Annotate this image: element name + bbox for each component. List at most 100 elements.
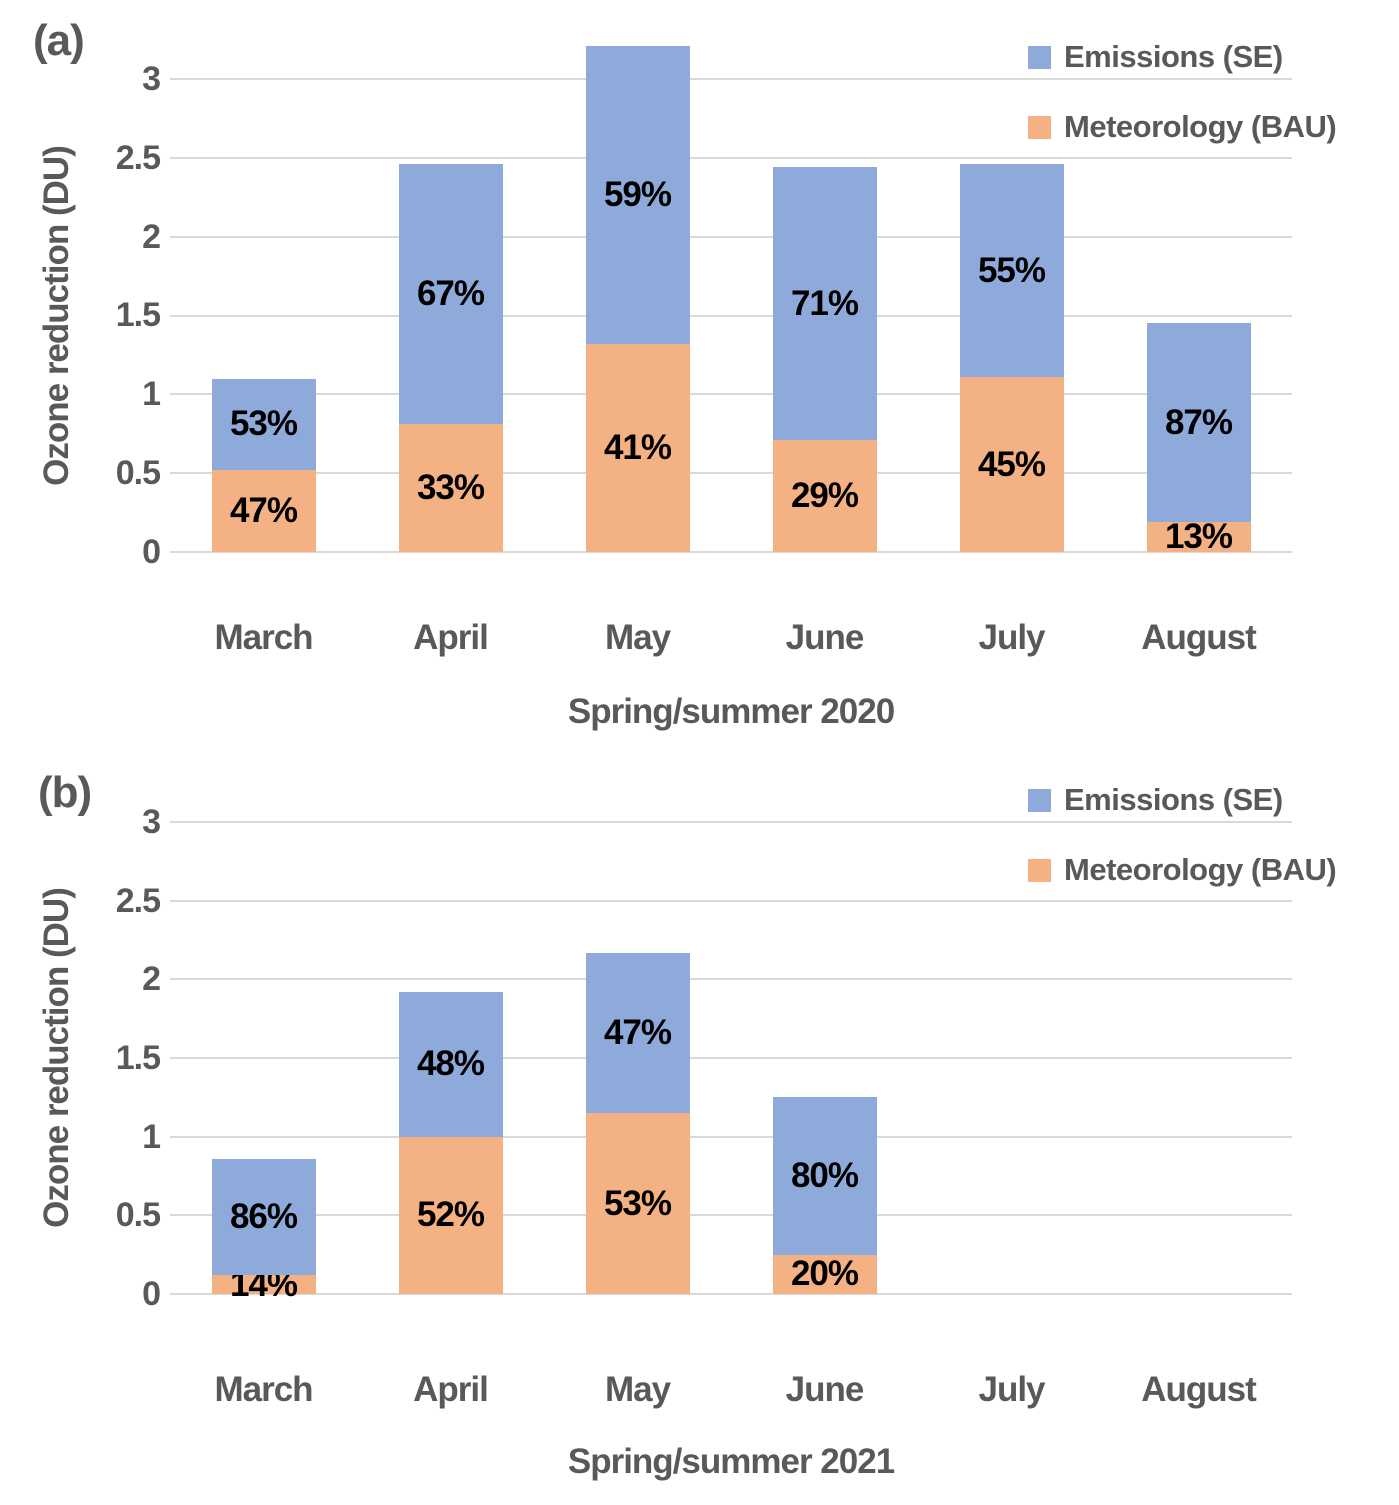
pct-may-meteorology: 41% xyxy=(603,427,672,467)
panel-a-chart: (a) Ozone reduction (DU) 47% 53% 33% 67% 41%… xyxy=(0,0,1399,752)
pct-april-emissions: 67% xyxy=(416,274,485,314)
legend-item-emissions: Emissions (SE) xyxy=(1028,778,1336,822)
legend-label-meteorology: Meteorology (BAU) xyxy=(1064,109,1337,144)
y-tick-3: 3 xyxy=(142,59,161,98)
bar-march-meteorology xyxy=(211,470,316,552)
panel-a-x-axis-title: Spring/summer 2020 xyxy=(567,692,895,731)
gridline-0 xyxy=(170,1293,1292,1295)
x-tick-april: April xyxy=(413,1370,489,1409)
pct-june-meteorology: 20% xyxy=(790,1254,859,1294)
y-tick-0.5: 0.5 xyxy=(115,1196,161,1235)
plot-area: 14% 86% 52% 48% 53% 47% 20% 80% xyxy=(170,752,1292,1303)
meteorology-swatch-icon xyxy=(1028,858,1051,882)
legend-item-meteorology: Meteorology (BAU) xyxy=(1028,105,1337,149)
pct-may-emissions: 59% xyxy=(603,174,672,214)
x-tick-may: May xyxy=(604,618,671,657)
gridline-1 xyxy=(170,1135,1292,1138)
bar-june-meteorology xyxy=(772,440,877,552)
pct-march-meteorology: 47% xyxy=(229,491,298,531)
x-tick-march: March xyxy=(214,618,313,657)
panel-a-legend: Emissions (SE) Meteorology (BAU) xyxy=(1028,35,1337,175)
gridline-3 xyxy=(170,78,1292,80)
gridline-1 xyxy=(170,393,1292,396)
bar-may-meteorology xyxy=(585,1113,690,1294)
pct-june-emissions: 71% xyxy=(790,283,859,323)
gridline-2 xyxy=(170,235,1292,238)
pct-august-emissions: 87% xyxy=(1164,402,1233,442)
pct-april-meteorology: 52% xyxy=(416,1195,485,1235)
gridline-0.5 xyxy=(170,472,1292,475)
pct-april-meteorology: 33% xyxy=(416,468,485,508)
panel-b-label: (b) xyxy=(38,768,92,817)
emissions-swatch-icon xyxy=(1028,788,1051,812)
gridline-3 xyxy=(170,821,1292,824)
bar-may-emissions xyxy=(585,45,690,344)
panel-a-label: (a) xyxy=(33,16,85,65)
pct-march-emissions: 53% xyxy=(229,404,298,444)
bar-april-meteorology xyxy=(398,1136,503,1294)
y-tick-0: 0 xyxy=(142,533,161,571)
pct-april-emissions: 48% xyxy=(416,1044,485,1084)
pct-june-meteorology: 29% xyxy=(790,476,859,516)
bar-july-meteorology xyxy=(959,377,1064,552)
bar-march-emissions xyxy=(211,1158,316,1276)
y-tick-1: 1 xyxy=(142,375,161,414)
panel-b-legend: Emissions (SE) Meteorology (BAU) xyxy=(1028,778,1337,918)
bar-june-emissions xyxy=(772,167,877,441)
y-tick-3: 3 xyxy=(142,803,161,842)
panel-b-chart: (b) Ozone reduction (DU) 14% 86% 52% 48% 53%… xyxy=(0,752,1399,1505)
y-tick-0.5: 0.5 xyxy=(115,454,161,493)
y-tick-1.5: 1.5 xyxy=(115,1039,161,1078)
meteorology-swatch-icon xyxy=(1028,115,1051,139)
gridline-1.5 xyxy=(170,314,1292,317)
pct-july-emissions: 55% xyxy=(977,250,1046,290)
pct-may-emissions: 47% xyxy=(603,1012,672,1052)
legend-label-emissions: Emissions (SE) xyxy=(1064,782,1283,817)
bar-june-emissions xyxy=(772,1097,877,1255)
bar-april-emissions xyxy=(398,164,503,425)
x-tick-august: August xyxy=(1141,1370,1257,1409)
pct-august-meteorology: 13% xyxy=(1164,517,1233,557)
legend-label-meteorology: Meteorology (BAU) xyxy=(1064,852,1337,887)
y-tick-2: 2 xyxy=(142,217,161,256)
y-tick-1: 1 xyxy=(142,1117,161,1156)
pct-march-emissions: 86% xyxy=(229,1196,298,1236)
plot-area: 47% 53% 33% 67% 41% 59% 29% 71% 45% 55% 13% 87% xyxy=(170,0,1292,556)
bar-august-emissions xyxy=(1146,323,1251,523)
panel-b-x-axis-title: Spring/summer 2021 xyxy=(567,1442,895,1481)
x-tick-april: April xyxy=(413,618,489,657)
x-tick-july: July xyxy=(978,618,1045,657)
pct-july-meteorology: 45% xyxy=(977,444,1046,484)
pct-may-meteorology: 53% xyxy=(603,1183,672,1223)
gridline-0.5 xyxy=(170,1214,1292,1217)
y-tick-2: 2 xyxy=(142,960,161,999)
gridline-2 xyxy=(170,978,1292,981)
y-tick-0: 0 xyxy=(142,1275,161,1313)
y-tick-1.5: 1.5 xyxy=(115,296,161,335)
bar-june-meteorology xyxy=(772,1254,877,1294)
pct-june-emissions: 80% xyxy=(790,1156,859,1196)
gridline-2.5 xyxy=(170,899,1292,902)
x-tick-june: June xyxy=(785,618,865,657)
bar-april-meteorology xyxy=(398,424,503,552)
x-tick-march: March xyxy=(214,1370,313,1409)
bar-july-emissions xyxy=(959,164,1064,377)
y-tick-2.5: 2.5 xyxy=(115,881,161,920)
bar-march-emissions xyxy=(211,378,316,471)
legend-item-emissions: Emissions (SE) xyxy=(1028,35,1336,79)
bar-april-emissions xyxy=(398,992,503,1137)
gridline-0 xyxy=(170,551,1292,553)
gridline-1.5 xyxy=(170,1057,1292,1060)
legend-item-meteorology: Meteorology (BAU) xyxy=(1028,848,1337,892)
x-tick-august: August xyxy=(1141,618,1257,657)
bar-august-meteorology xyxy=(1146,522,1251,552)
y-tick-2.5: 2.5 xyxy=(115,138,161,177)
x-tick-may: May xyxy=(604,1370,671,1409)
legend-label-emissions: Emissions (SE) xyxy=(1064,39,1283,74)
x-tick-july: July xyxy=(978,1370,1045,1409)
bar-may-emissions xyxy=(585,952,690,1114)
bar-march-meteorology xyxy=(211,1275,316,1294)
x-tick-june: June xyxy=(785,1370,865,1409)
emissions-swatch-icon xyxy=(1028,45,1051,69)
